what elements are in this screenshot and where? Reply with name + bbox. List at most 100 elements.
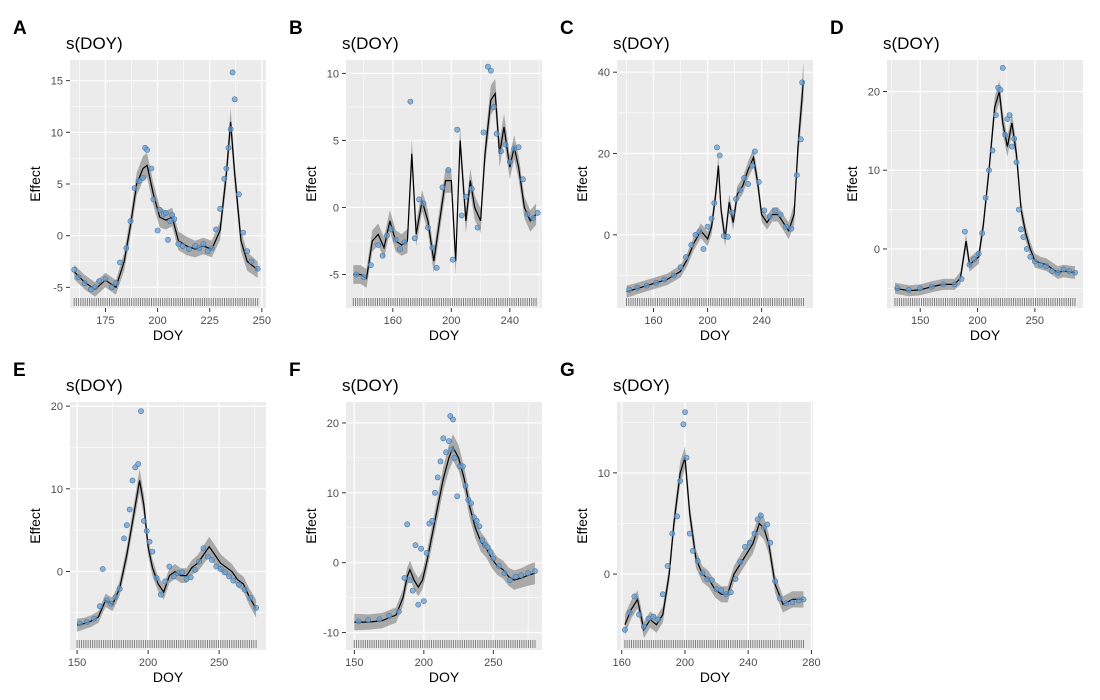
- x-tick-label: 160: [384, 315, 402, 327]
- data-point: [737, 559, 744, 565]
- data-point: [450, 416, 456, 423]
- panel-title: s(DOY): [66, 376, 123, 395]
- data-point: [129, 477, 136, 484]
- data-point: [692, 231, 699, 238]
- data-point: [1023, 246, 1030, 252]
- y-tick-label: 0: [604, 569, 610, 581]
- y-tick-label: 10: [868, 165, 880, 177]
- y-axis-title: Effect: [27, 166, 43, 202]
- data-point: [474, 224, 481, 231]
- y-axis-title: Effect: [303, 166, 319, 202]
- data-point: [940, 281, 947, 288]
- data-point: [454, 493, 461, 500]
- data-point: [741, 174, 747, 181]
- data-point: [96, 603, 103, 610]
- data-point: [905, 286, 912, 293]
- data-point: [1032, 258, 1038, 265]
- data-point: [221, 175, 228, 182]
- data-point: [448, 446, 455, 453]
- data-point: [401, 239, 408, 246]
- y-tick-label: 20: [327, 418, 339, 430]
- data-point: [166, 563, 173, 570]
- panel-label: C: [560, 18, 574, 39]
- data-point: [746, 539, 753, 546]
- data-point: [150, 196, 157, 203]
- data-point: [462, 193, 469, 200]
- x-tick-label: 240: [739, 657, 757, 669]
- data-point: [520, 176, 526, 183]
- y-tick-label: 20: [51, 401, 63, 413]
- data-point: [683, 254, 689, 261]
- data-point: [788, 225, 795, 232]
- data-point: [131, 185, 138, 191]
- data-point: [451, 454, 458, 461]
- data-point: [479, 537, 486, 544]
- data-point: [365, 617, 372, 623]
- data-point: [112, 594, 119, 600]
- data-point: [225, 144, 232, 151]
- y-tick-label: -5: [329, 269, 339, 281]
- data-point: [724, 233, 731, 240]
- data-point: [502, 141, 509, 148]
- data-point: [928, 283, 935, 290]
- panel-a: 175 200 225 250 -5 0 5 10 15 DOY Effect s(DOY) A: [13, 18, 271, 343]
- data-point: [126, 506, 133, 513]
- data-point: [727, 589, 734, 596]
- panel-b: 160 200 240 -5 0 5 10 DOY Effect s(DOY) B: [289, 18, 542, 343]
- data-point: [96, 278, 103, 284]
- data-point: [253, 604, 259, 611]
- panel-title: s(DOY): [342, 34, 399, 53]
- data-point: [626, 609, 633, 616]
- y-axis-title: Effect: [303, 508, 319, 544]
- rug: [353, 640, 536, 648]
- data-point: [411, 235, 418, 242]
- data-point: [641, 623, 647, 630]
- data-point: [1018, 226, 1024, 233]
- data-point: [631, 593, 638, 600]
- data-point: [777, 211, 784, 218]
- data-point: [157, 591, 164, 598]
- data-point: [420, 598, 427, 604]
- data-point: [468, 185, 475, 192]
- data-point: [99, 566, 106, 572]
- panel-e: 150 200 250 0 10 20 DOY Effect s(DOY) E: [13, 360, 266, 685]
- data-point: [102, 276, 109, 282]
- data-point: [171, 216, 178, 222]
- data-point: [694, 558, 701, 564]
- data-point: [524, 211, 531, 218]
- data-point: [799, 79, 806, 86]
- y-tick-label: 20: [598, 149, 610, 161]
- x-tick-label: 200: [148, 315, 166, 327]
- data-point: [989, 147, 996, 154]
- x-tick-label: 250: [484, 657, 502, 669]
- x-axis-title: DOY: [970, 327, 1001, 343]
- data-point: [432, 489, 438, 496]
- data-point: [71, 266, 78, 273]
- data-point: [718, 587, 725, 594]
- data-point: [958, 275, 965, 282]
- data-point: [240, 229, 246, 236]
- data-point: [690, 547, 696, 554]
- y-tick-label: 10: [327, 488, 339, 500]
- data-point: [518, 572, 524, 579]
- data-point: [1027, 253, 1034, 260]
- panel-c: 160 200 240 0 20 40 DOY Effect s(DOY) C: [560, 18, 813, 343]
- data-point: [764, 521, 771, 528]
- data-point: [401, 575, 408, 581]
- data-point: [506, 158, 513, 165]
- x-axis-title: DOY: [700, 669, 731, 685]
- data-point: [418, 545, 424, 552]
- data-point: [793, 172, 800, 178]
- y-tick-label: 10: [51, 484, 63, 496]
- data-point: [244, 248, 251, 255]
- data-point: [104, 597, 110, 604]
- data-point: [121, 535, 127, 542]
- data-point: [386, 612, 392, 619]
- data-point: [696, 228, 703, 235]
- data-point: [248, 258, 255, 265]
- data-point: [454, 126, 461, 133]
- data-point: [231, 96, 238, 103]
- data-point: [643, 282, 650, 289]
- data-point: [490, 104, 497, 110]
- data-point: [135, 461, 142, 467]
